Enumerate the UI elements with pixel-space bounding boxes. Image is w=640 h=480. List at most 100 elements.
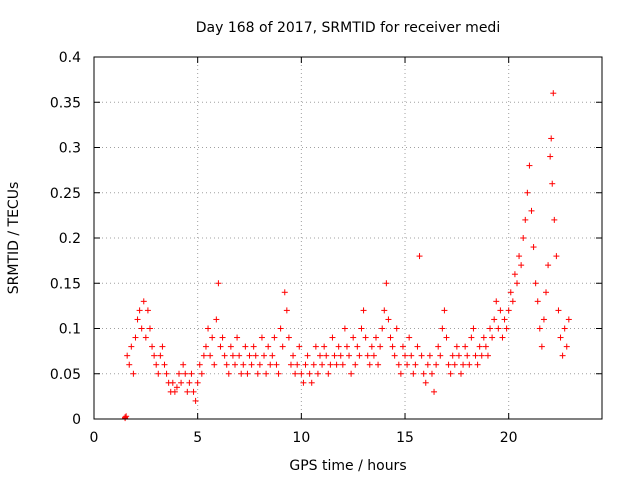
x-tick-label: 15 [396,430,414,446]
data-point [157,352,164,359]
data-point [451,361,458,368]
data-point [190,388,197,395]
data-point [250,343,257,350]
data-point [495,325,502,332]
data-point [173,384,180,391]
data-point [501,316,508,323]
y-tick-label: 0.4 [59,50,81,66]
data-point [225,370,232,377]
data-point [196,361,203,368]
data-point [310,361,317,368]
data-point [271,334,278,341]
data-point [426,352,433,359]
data-point [410,370,417,377]
y-tick-label: 0.25 [50,186,81,202]
data-point [530,244,537,251]
data-point [221,352,228,359]
data-point [192,397,199,404]
data-point [217,343,224,350]
data-point [285,334,292,341]
data-point [142,334,149,341]
data-point [236,352,243,359]
data-point [455,352,462,359]
data-point [379,325,386,332]
data-point [391,352,398,359]
data-point [381,307,388,314]
data-point [549,180,556,187]
data-point [389,343,396,350]
data-point [553,253,560,260]
data-point [352,361,359,368]
data-point [337,352,344,359]
data-point [447,370,454,377]
data-point [489,334,496,341]
data-point [362,334,369,341]
data-point [290,352,297,359]
data-point [505,307,512,314]
data-point [478,352,485,359]
data-point [329,334,336,341]
data-point [331,352,338,359]
data-point [555,307,562,314]
data-point [273,361,280,368]
data-point [323,352,330,359]
data-point [532,280,539,287]
data-point [474,361,481,368]
data-point [198,370,205,377]
data-point [256,361,263,368]
data-point [161,361,168,368]
y-axis-label: SRMTID / TECUs [6,182,22,295]
data-point [364,352,371,359]
data-point [194,379,201,386]
data-point [242,343,249,350]
data-point [140,298,147,305]
data-point [435,343,442,350]
data-point [499,334,506,341]
data-point [300,379,307,386]
data-point [443,334,450,341]
data-point [518,262,525,269]
data-point [472,352,479,359]
data-point [244,370,251,377]
data-point [265,343,272,350]
data-point [543,289,550,296]
data-series-srmtid [122,90,572,422]
data-point [123,413,130,420]
data-point [497,307,504,314]
data-point [484,352,491,359]
data-point [491,316,498,323]
data-point [234,334,241,341]
data-point [138,325,145,332]
y-tick-label: 0 [72,412,81,428]
data-point [306,370,313,377]
data-point [294,361,301,368]
data-point [246,352,253,359]
data-point [487,325,494,332]
data-point [453,343,460,350]
grid-lines [94,57,602,419]
data-point [420,370,427,377]
data-point [445,361,452,368]
data-point [283,307,290,314]
data-point [414,343,421,350]
data-point [395,361,402,368]
x-tick-label: 10 [292,430,310,446]
data-point [292,370,299,377]
data-point [267,361,274,368]
data-point [503,325,510,332]
data-point [279,343,286,350]
data-point [219,334,226,341]
data-point [348,370,355,377]
data-point [565,316,572,323]
data-point [460,361,467,368]
data-point [128,343,135,350]
data-point [124,352,131,359]
data-point [261,352,268,359]
data-point [428,370,435,377]
data-point [258,334,265,341]
data-point [333,361,340,368]
data-point [231,361,238,368]
data-point [343,343,350,350]
data-point [202,343,209,350]
data-point [547,153,554,160]
